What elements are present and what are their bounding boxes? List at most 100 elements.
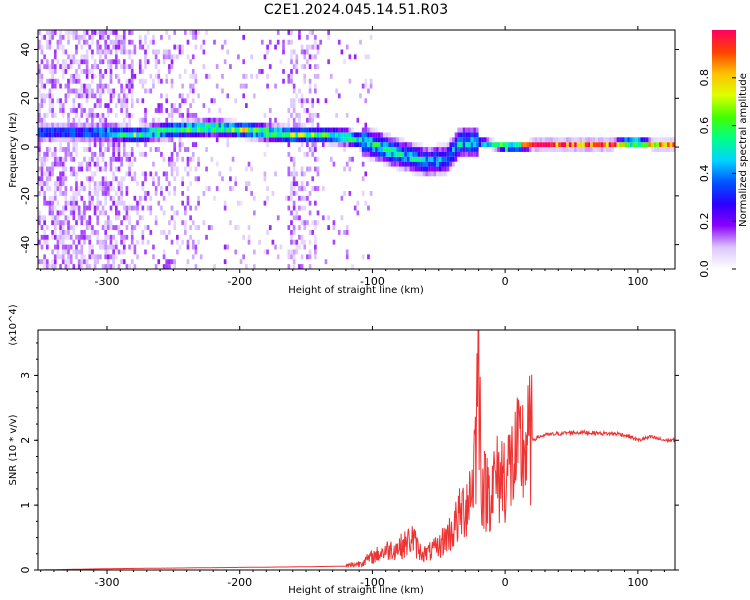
spectrogram-cell (667, 142, 670, 148)
spectrogram-cell (120, 200, 123, 206)
spectrogram-cell (38, 69, 41, 74)
spectrogram-cell (465, 142, 468, 148)
spectrogram-cell (109, 239, 113, 245)
spectrogram-cell (112, 30, 115, 35)
spectrogram-cell (364, 54, 368, 60)
spectrogram-cell (481, 137, 484, 143)
spectrogram-cell (263, 249, 267, 255)
spectrogram-cell (290, 59, 293, 65)
spectrogram-cell (467, 151, 471, 157)
spectrogram-cell (138, 69, 142, 74)
spectrogram-cell (473, 137, 476, 143)
spectrogram-cell (245, 264, 248, 269)
spectrogram-cell (329, 73, 333, 79)
spectrogram-cell (43, 181, 46, 187)
spectrogram-cell (83, 83, 86, 89)
spectrogram-cell (80, 127, 84, 133)
spectrogram-cell (112, 254, 115, 260)
spectrogram-cell (377, 142, 381, 148)
spectrogram-cell (425, 147, 429, 152)
spectrogram-cell (107, 137, 110, 143)
spectrogram-cell (621, 137, 625, 143)
spectrogram-cell (308, 64, 312, 70)
spectrogram-cell (130, 176, 134, 182)
spectrogram-cell (640, 142, 644, 148)
spectrogram-cell (130, 225, 134, 230)
spectrogram-cell (393, 147, 397, 152)
spectrogram-cell (197, 200, 200, 206)
spectrogram-cell (637, 137, 641, 143)
spectrogram-cell (38, 44, 41, 50)
spectrogram-cell (260, 127, 264, 133)
spectrogram-cell (56, 249, 60, 255)
spectrogram-cell (144, 132, 147, 138)
spectrogram-cell (157, 69, 161, 74)
spectrogram-cell (43, 54, 46, 60)
spectrogram-cell (109, 254, 113, 260)
spectrogram-cell (101, 156, 105, 162)
spectrogram-y-axis-label: Frequency (Hz) (8, 112, 19, 188)
spectrogram-cell (388, 137, 392, 143)
spectrogram-cell (154, 49, 158, 55)
spectrogram-cell (433, 161, 437, 167)
spectrogram-cell (125, 93, 129, 99)
spectrogram-cell (40, 93, 44, 99)
spectrogram-cell (176, 122, 179, 128)
spectrogram-cell (72, 88, 76, 94)
spectrogram-cell (404, 166, 407, 172)
spectrogram-cell (191, 244, 195, 250)
spectrogram-cell (160, 151, 163, 157)
spectrogram-cell (99, 117, 102, 123)
spectrogram-cell (53, 127, 57, 133)
spectrogram-cell (45, 122, 49, 128)
spectrogram-cell (311, 137, 315, 143)
spectrogram-cell (53, 259, 57, 265)
spectrogram-cell (452, 147, 455, 152)
spectrogram-cell (56, 132, 60, 138)
spectrogram-cell (170, 59, 174, 65)
spectrogram-cell (372, 127, 376, 133)
spectrogram-cell (274, 132, 277, 138)
spectrogram-cell (321, 142, 325, 148)
spectrogram-cell (563, 142, 567, 148)
spectrogram-cell (83, 210, 86, 216)
spectrogram-cell (173, 44, 177, 50)
spectrogram-cell (138, 44, 142, 50)
spectrogram-cell (173, 176, 177, 182)
spectrogram-cell (72, 103, 76, 109)
spectrogram-cell (77, 64, 81, 70)
spectrogram-cell (75, 108, 78, 113)
spectrogram-cell (144, 34, 147, 40)
spectrogram-cell (383, 142, 386, 148)
spectrogram-cell (587, 142, 591, 148)
spectrogram-cell (550, 137, 553, 143)
spectrogram-cell (327, 34, 330, 40)
spectrogram-cell (462, 137, 466, 143)
spectrogram-cell (162, 264, 166, 269)
spectrogram-cell (247, 127, 251, 133)
spectrogram-cell (276, 215, 280, 221)
spectrogram-cell (449, 147, 453, 152)
spectrogram-cell (345, 254, 349, 260)
spectrogram-cell (38, 30, 41, 35)
spectrogram-cell (282, 122, 285, 128)
spectrogram-cell (292, 117, 296, 123)
spectrogram-cell (531, 137, 535, 143)
spectrogram-cell (287, 166, 291, 172)
spectrogram-cell (144, 59, 147, 65)
spectrogram-cell (96, 39, 100, 45)
spectrogram-cell (430, 166, 434, 172)
spectrogram-cell (343, 166, 346, 172)
spectrogram-cell (40, 166, 44, 172)
spectrogram-cell (223, 59, 227, 65)
spectrogram-cell (186, 54, 190, 60)
spectrogram-cell (311, 122, 315, 128)
spectrogram-cell (168, 259, 171, 265)
spectrogram-cell (138, 127, 142, 133)
spectrogram-cell (290, 54, 293, 60)
spectrogram-cell (460, 137, 463, 143)
spectrogram-cell (406, 147, 410, 152)
spectrogram-cell (380, 132, 384, 138)
spectrogram-cell (51, 59, 54, 65)
spectrogram-cell (56, 254, 60, 260)
